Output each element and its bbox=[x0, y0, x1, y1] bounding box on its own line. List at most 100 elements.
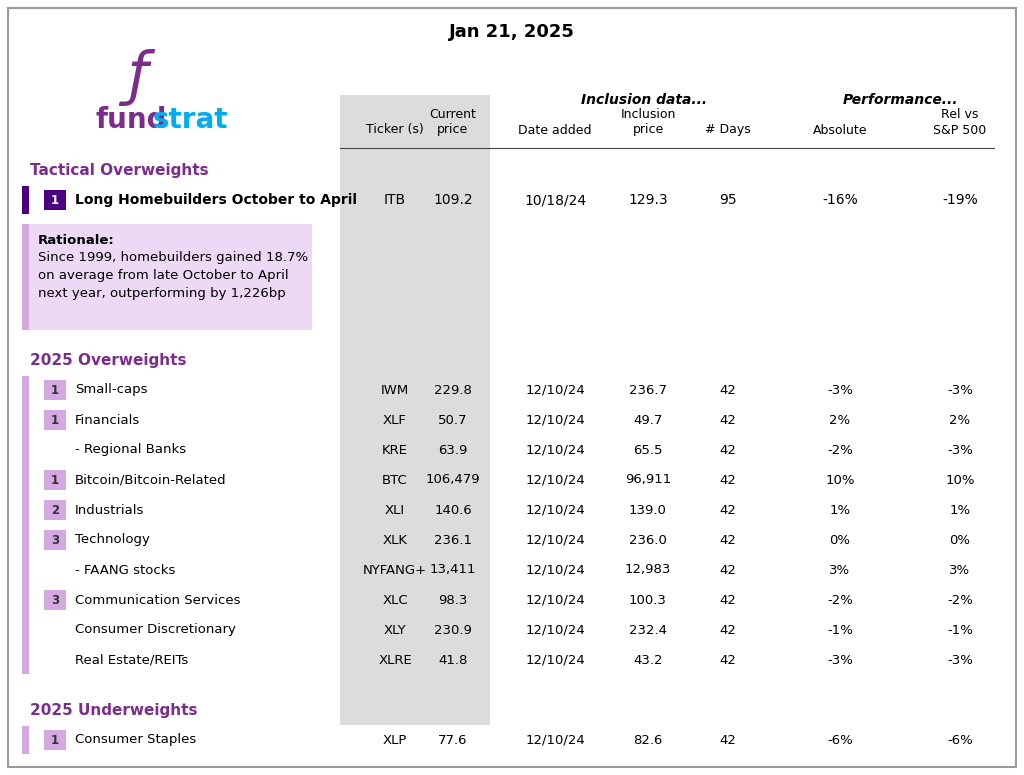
Text: XLY: XLY bbox=[384, 624, 407, 636]
Bar bbox=[22, 376, 29, 674]
Text: 1%: 1% bbox=[949, 504, 971, 516]
Text: 12,983: 12,983 bbox=[625, 563, 671, 577]
Text: ITB: ITB bbox=[384, 193, 407, 207]
Text: Long Homebuilders October to April: Long Homebuilders October to April bbox=[75, 193, 357, 207]
Text: 236.0: 236.0 bbox=[629, 533, 667, 546]
Text: 0%: 0% bbox=[949, 533, 971, 546]
Text: # Days: # Days bbox=[706, 123, 751, 136]
Bar bbox=[44, 410, 66, 430]
Text: 1%: 1% bbox=[829, 504, 851, 516]
Text: 12/10/24: 12/10/24 bbox=[525, 733, 585, 746]
Text: 42: 42 bbox=[720, 414, 736, 426]
Text: 42: 42 bbox=[720, 533, 736, 546]
Bar bbox=[340, 95, 490, 725]
FancyBboxPatch shape bbox=[8, 8, 1016, 767]
Text: 2: 2 bbox=[51, 504, 59, 516]
Text: Communication Services: Communication Services bbox=[75, 594, 241, 607]
Text: Technology: Technology bbox=[75, 533, 150, 546]
Text: 109.2: 109.2 bbox=[433, 193, 473, 207]
Text: 12/10/24: 12/10/24 bbox=[525, 474, 585, 487]
Bar bbox=[22, 224, 312, 330]
Text: Absolute: Absolute bbox=[813, 123, 867, 136]
Text: - FAANG stocks: - FAANG stocks bbox=[75, 563, 175, 577]
Text: -3%: -3% bbox=[947, 384, 973, 397]
Text: 42: 42 bbox=[720, 504, 736, 516]
Text: strat: strat bbox=[153, 106, 228, 134]
Text: 12/10/24: 12/10/24 bbox=[525, 563, 585, 577]
Text: 12/10/24: 12/10/24 bbox=[525, 504, 585, 516]
Text: 12/10/24: 12/10/24 bbox=[525, 653, 585, 666]
Text: 49.7: 49.7 bbox=[633, 414, 663, 426]
Text: -3%: -3% bbox=[827, 384, 853, 397]
Text: 1: 1 bbox=[51, 414, 59, 426]
Text: 50.7: 50.7 bbox=[438, 414, 468, 426]
Text: 82.6: 82.6 bbox=[633, 733, 663, 746]
Text: BTC: BTC bbox=[382, 474, 408, 487]
Text: 139.0: 139.0 bbox=[629, 504, 667, 516]
Text: Rel vs
S&P 500: Rel vs S&P 500 bbox=[933, 108, 987, 136]
Text: 230.9: 230.9 bbox=[434, 624, 472, 636]
Text: 229.8: 229.8 bbox=[434, 384, 472, 397]
Text: Small-caps: Small-caps bbox=[75, 384, 147, 397]
Text: 236.1: 236.1 bbox=[434, 533, 472, 546]
Text: -2%: -2% bbox=[947, 594, 973, 607]
Text: 3%: 3% bbox=[829, 563, 851, 577]
Text: 1: 1 bbox=[51, 733, 59, 746]
Text: 42: 42 bbox=[720, 443, 736, 456]
Text: XLP: XLP bbox=[383, 733, 408, 746]
Text: 3: 3 bbox=[51, 594, 59, 607]
Text: Real Estate/REITs: Real Estate/REITs bbox=[75, 653, 188, 666]
Text: 236.7: 236.7 bbox=[629, 384, 667, 397]
Text: 2025 Underweights: 2025 Underweights bbox=[30, 702, 198, 718]
Text: Rationale:: Rationale: bbox=[38, 233, 115, 246]
Text: 42: 42 bbox=[720, 733, 736, 746]
Text: 98.3: 98.3 bbox=[438, 594, 468, 607]
Text: 100.3: 100.3 bbox=[629, 594, 667, 607]
Text: 2%: 2% bbox=[949, 414, 971, 426]
Text: -6%: -6% bbox=[827, 733, 853, 746]
Text: 42: 42 bbox=[720, 653, 736, 666]
Text: ƒ: ƒ bbox=[127, 50, 147, 106]
Text: 42: 42 bbox=[720, 594, 736, 607]
Text: 12/10/24: 12/10/24 bbox=[525, 384, 585, 397]
Text: 12/10/24: 12/10/24 bbox=[525, 624, 585, 636]
Text: Tactical Overweights: Tactical Overweights bbox=[30, 163, 209, 177]
Text: 1: 1 bbox=[51, 384, 59, 397]
Text: on average from late October to April: on average from late October to April bbox=[38, 270, 289, 283]
Bar bbox=[22, 726, 29, 754]
Bar bbox=[44, 190, 66, 210]
Text: 232.4: 232.4 bbox=[629, 624, 667, 636]
Text: fund: fund bbox=[95, 106, 167, 134]
Text: Industrials: Industrials bbox=[75, 504, 144, 516]
Bar bbox=[22, 224, 29, 330]
Text: NYFANG+: NYFANG+ bbox=[362, 563, 427, 577]
Text: Since 1999, homebuilders gained 18.7%: Since 1999, homebuilders gained 18.7% bbox=[38, 252, 308, 264]
Text: 42: 42 bbox=[720, 624, 736, 636]
Text: 3%: 3% bbox=[949, 563, 971, 577]
Text: XLK: XLK bbox=[383, 533, 408, 546]
Text: 129.3: 129.3 bbox=[628, 193, 668, 207]
Text: IWM: IWM bbox=[381, 384, 410, 397]
Text: 12/10/24: 12/10/24 bbox=[525, 533, 585, 546]
Text: Inclusion data...: Inclusion data... bbox=[581, 93, 707, 107]
Bar bbox=[44, 730, 66, 750]
Text: 42: 42 bbox=[720, 563, 736, 577]
Text: 65.5: 65.5 bbox=[633, 443, 663, 456]
Text: 10%: 10% bbox=[945, 474, 975, 487]
Text: Consumer Staples: Consumer Staples bbox=[75, 733, 197, 746]
Text: next year, outperforming by 1,226bp: next year, outperforming by 1,226bp bbox=[38, 288, 286, 301]
Text: 106,479: 106,479 bbox=[426, 474, 480, 487]
Text: 41.8: 41.8 bbox=[438, 653, 468, 666]
Text: XLRE: XLRE bbox=[378, 653, 412, 666]
Text: -3%: -3% bbox=[947, 443, 973, 456]
Bar bbox=[44, 530, 66, 550]
Text: -16%: -16% bbox=[822, 193, 858, 207]
Text: Current
price: Current price bbox=[429, 108, 476, 136]
Text: -1%: -1% bbox=[947, 624, 973, 636]
Text: -2%: -2% bbox=[827, 594, 853, 607]
Text: -3%: -3% bbox=[947, 653, 973, 666]
Text: -3%: -3% bbox=[827, 653, 853, 666]
Text: 1: 1 bbox=[51, 194, 59, 206]
Text: XLI: XLI bbox=[385, 504, 406, 516]
Text: Inclusion
price: Inclusion price bbox=[621, 108, 676, 136]
